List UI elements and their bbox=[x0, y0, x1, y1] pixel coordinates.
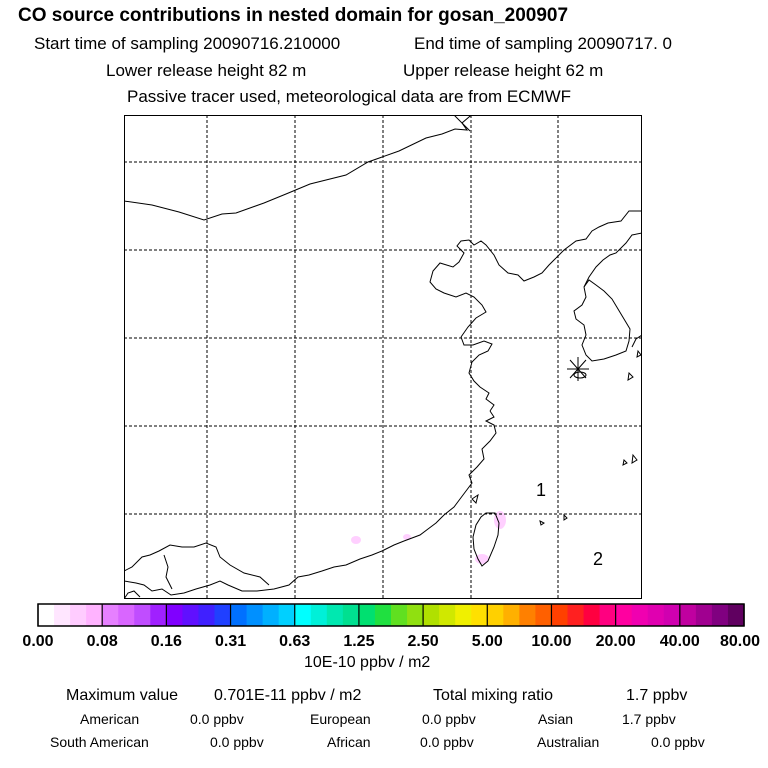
colorbar-cell bbox=[519, 604, 537, 626]
colorbar-tick-label: 0.63 bbox=[279, 633, 310, 650]
european-label: European bbox=[310, 711, 371, 727]
colorbar-cell bbox=[487, 604, 504, 626]
australian-label: Australian bbox=[537, 734, 600, 750]
colorbar-cell bbox=[86, 604, 103, 626]
colorbar-cell bbox=[262, 604, 280, 626]
american-value: 0.0 ppbv bbox=[190, 711, 244, 727]
colorbar-cell bbox=[230, 604, 248, 626]
colorbar-cell bbox=[166, 604, 184, 626]
colorbar-cell bbox=[278, 604, 296, 626]
colorbar-cell bbox=[374, 604, 392, 626]
plume-shading bbox=[351, 511, 506, 564]
colorbar-tick-label: 5.00 bbox=[472, 633, 503, 650]
colorbar-cell bbox=[407, 604, 424, 626]
colorbar-cell bbox=[423, 604, 440, 626]
total-mixing-label: Total mixing ratio bbox=[433, 687, 554, 704]
colorbar-cell bbox=[134, 604, 151, 626]
colorbar-tick-label: 0.16 bbox=[151, 633, 182, 650]
african-label: African bbox=[327, 734, 371, 750]
american-label: American bbox=[80, 711, 140, 727]
asian-label: Asian bbox=[538, 711, 574, 727]
colorbar-tick-label: 2.50 bbox=[408, 633, 439, 650]
colorbar-cell bbox=[679, 604, 697, 626]
colorbar-cell bbox=[647, 604, 665, 626]
colorbar-tick-label: 10.00 bbox=[531, 633, 571, 650]
colorbar-tick-label: 0.31 bbox=[215, 633, 246, 650]
colorbar-cell bbox=[503, 604, 520, 626]
colorbar-ticks bbox=[37, 604, 745, 626]
colorbar-cell bbox=[342, 604, 360, 626]
colorbar-cell bbox=[102, 604, 119, 626]
colorbar-cell bbox=[198, 604, 216, 626]
colorbar-unit: 10E-10 ppbv / m2 bbox=[304, 654, 431, 671]
colorbar-cell bbox=[727, 604, 745, 626]
colorbar-cell bbox=[326, 604, 344, 626]
map-grid bbox=[124, 115, 642, 599]
station-star-icon bbox=[567, 357, 589, 381]
colorbar-cell bbox=[38, 604, 55, 626]
lower-release-height: Lower release height 82 m bbox=[106, 61, 307, 80]
colorbar-tick-label: 0.00 bbox=[22, 633, 53, 650]
south-american-value: 0.0 ppbv bbox=[210, 734, 264, 750]
colorbar-cell bbox=[535, 604, 553, 626]
colorbar-tick-labels: 0.00 0.08 0.16 0.31 0.63 1.25 2.50 5.00 10.00 20.… bbox=[22, 633, 760, 650]
colorbar-cell bbox=[583, 604, 601, 626]
colorbar-tick-label: 0.08 bbox=[87, 633, 118, 650]
south-american-label: South American bbox=[50, 734, 149, 750]
colorbar: 0.00 0.08 0.16 0.31 0.63 1.25 2.50 5.00 10.00 20.… bbox=[22, 603, 760, 650]
colorbar-cell bbox=[439, 604, 456, 626]
colorbar-cell bbox=[711, 604, 729, 626]
sampling-end-time: End time of sampling 20090717. 0 bbox=[414, 34, 673, 53]
colorbar-cell bbox=[182, 604, 200, 626]
colorbar-cell bbox=[54, 604, 71, 626]
passive-tracer-note: Passive tracer used, meteorological data… bbox=[127, 87, 572, 106]
european-value: 0.0 ppbv bbox=[422, 711, 476, 727]
colorbar-cell bbox=[551, 604, 569, 626]
map-panel: 1 2 bbox=[124, 115, 642, 599]
colorbar-cell bbox=[471, 604, 488, 626]
colorbar-tick-label: 40.00 bbox=[660, 633, 700, 650]
colorbar-cell bbox=[455, 604, 472, 626]
colorbar-cell bbox=[663, 604, 681, 626]
map-title: CO source contributions in nested domain… bbox=[18, 5, 569, 26]
colorbar-cell bbox=[70, 604, 87, 626]
colorbar-cell bbox=[599, 604, 617, 626]
upper-release-height: Upper release height 62 m bbox=[403, 61, 604, 80]
colorbar-cell bbox=[310, 604, 328, 626]
colorbar-cell bbox=[294, 604, 312, 626]
african-value: 0.0 ppbv bbox=[420, 734, 474, 750]
colorbar-cells bbox=[38, 604, 745, 626]
colorbar-cell bbox=[391, 604, 408, 626]
colorbar-cell bbox=[631, 604, 649, 626]
colorbar-cell bbox=[118, 604, 135, 626]
colorbar-cell bbox=[214, 604, 232, 626]
region-label-1: 1 bbox=[536, 480, 546, 500]
australian-value: 0.0 ppbv bbox=[651, 734, 705, 750]
total-mixing-value: 1.7 ppbv bbox=[626, 687, 688, 704]
colorbar-tick-label: 1.25 bbox=[343, 633, 374, 650]
colorbar-cell bbox=[150, 604, 167, 626]
colorbar-cell bbox=[358, 604, 376, 626]
max-value: 0.701E-11 ppbv / m2 bbox=[214, 687, 362, 704]
coastlines bbox=[124, 115, 642, 599]
colorbar-tick-label: 20.00 bbox=[596, 633, 636, 650]
asian-value: 1.7 ppbv bbox=[622, 711, 676, 727]
colorbar-cell bbox=[246, 604, 264, 626]
colorbar-cell bbox=[615, 604, 633, 626]
colorbar-cell bbox=[695, 604, 713, 626]
region-label-2: 2 bbox=[593, 549, 603, 569]
sampling-start-time: Start time of sampling 20090716.210000 bbox=[34, 34, 341, 53]
colorbar-cell bbox=[567, 604, 585, 626]
max-value-label: Maximum value bbox=[66, 687, 179, 704]
colorbar-tick-label: 80.00 bbox=[720, 633, 760, 650]
